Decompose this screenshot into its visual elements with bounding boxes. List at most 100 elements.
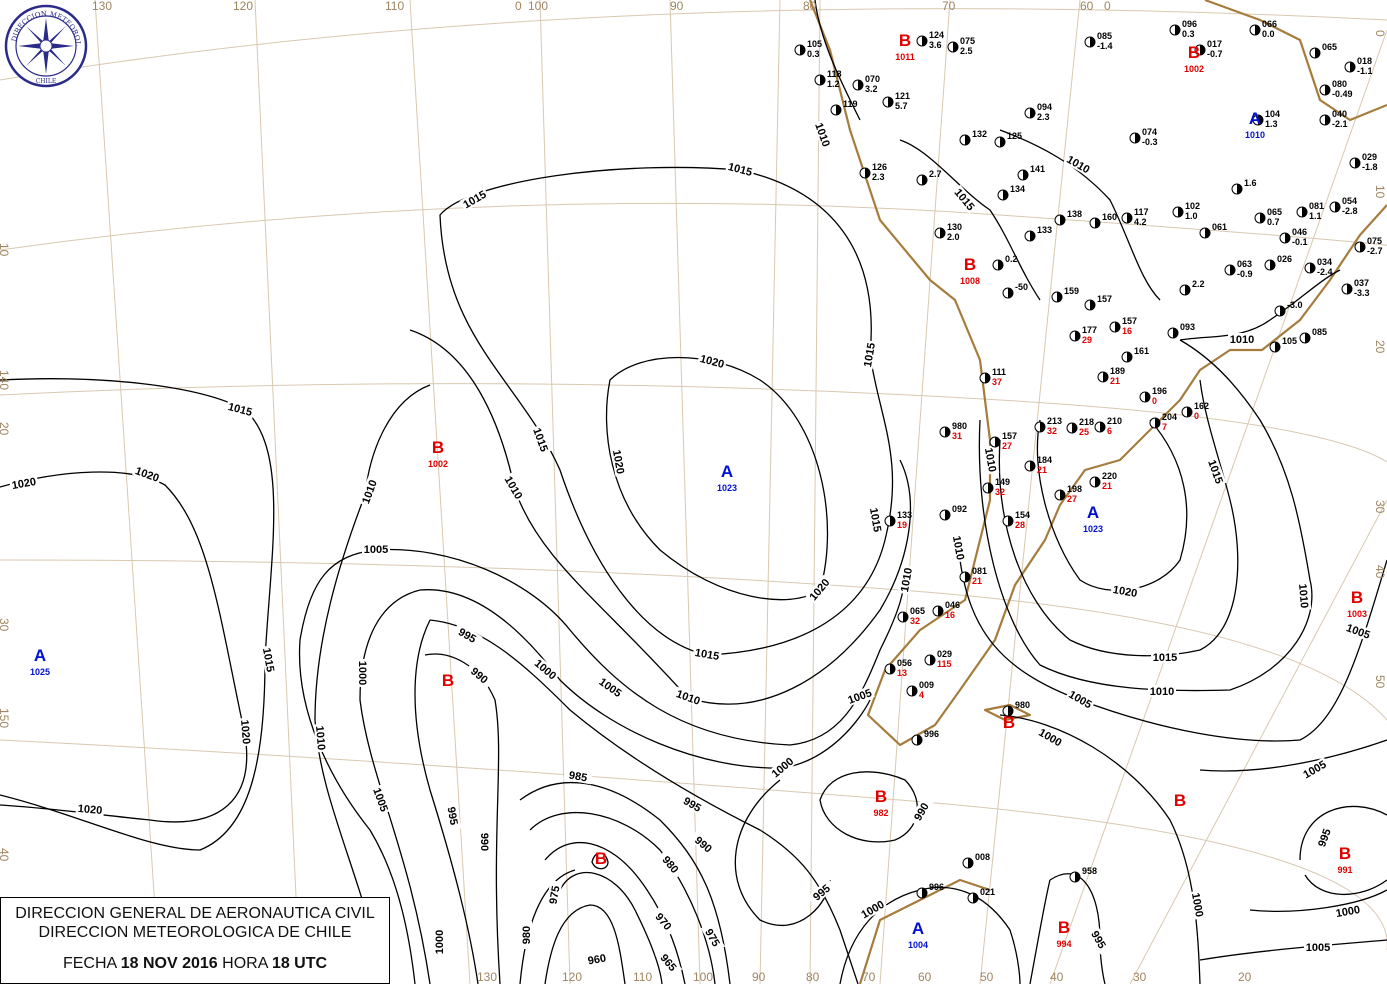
isobar-label: 1010 — [313, 725, 327, 750]
grid-label-right: 50 — [1373, 675, 1387, 689]
station-tendency: 16 — [1122, 326, 1132, 336]
center-pressure-value: 1002 — [1184, 64, 1204, 74]
isobar-label-bg — [610, 446, 628, 477]
station-plot: 133 — [1024, 225, 1052, 242]
station-tendency: 28 — [1015, 520, 1025, 530]
station-pressure: 149 — [995, 477, 1010, 487]
station-tendency: -0.1 — [1292, 237, 1308, 247]
cloud-cover-fill — [1090, 37, 1095, 47]
isobar-label-bg — [697, 351, 728, 371]
isobar-label-bg — [1148, 685, 1176, 697]
station-tendency: -1.4 — [1097, 41, 1113, 51]
cloud-cover-fill — [1103, 372, 1108, 382]
station-tendency: 21 — [972, 576, 982, 586]
station-pressure: 133 — [1037, 225, 1052, 235]
low-pressure-center: B — [595, 849, 607, 868]
cloud-cover-fill — [1255, 25, 1260, 35]
cloud-cover-fill — [820, 75, 825, 85]
station-plot: 017-0.7 — [1194, 39, 1223, 59]
station-tendency: 5.7 — [895, 101, 908, 111]
high-pressure-center: A — [721, 462, 733, 481]
isobar-label-bg — [1304, 941, 1332, 953]
station-plot: 074-0.3 — [1129, 127, 1158, 147]
station-pressure: 046 — [1292, 227, 1307, 237]
center-pressure-value: 1011 — [895, 52, 915, 62]
grid-label-top: 130 — [92, 0, 112, 13]
isobar-label: 1010 — [950, 535, 966, 561]
center-pressure-value: 991 — [1337, 865, 1352, 875]
station-pressure: 189 — [1110, 366, 1125, 376]
grid-label-bottom: 30 — [1133, 970, 1147, 984]
isobar-label-bg — [700, 922, 726, 953]
station-plot: -50 — [1002, 282, 1028, 299]
station-tendency: -0.49 — [1332, 89, 1353, 99]
grid-label-left: 150 — [0, 708, 11, 728]
cloud-cover-fill — [922, 175, 927, 185]
station-pressure: 126 — [872, 162, 887, 172]
cloud-cover-fill — [888, 97, 893, 107]
cloud-cover-fill — [1360, 242, 1365, 252]
station-tendency: 21 — [1102, 481, 1112, 491]
isobar-label-bg — [677, 791, 708, 817]
cloud-cover-fill — [1145, 392, 1150, 402]
cloud-cover-fill — [1030, 231, 1035, 241]
station-plot: 1.6 — [1231, 178, 1257, 195]
isobar-label-bg — [725, 159, 756, 179]
station-tendency: 115 — [937, 659, 952, 669]
station-pressure: 104 — [1265, 109, 1280, 119]
cloud-cover-fill — [890, 516, 895, 526]
isobar-label-bg — [951, 184, 979, 214]
station-tendency: 2.3 — [872, 172, 885, 182]
station-plot: 061 — [1199, 222, 1227, 239]
isobar-label-bg — [1313, 822, 1335, 853]
station-plot: 134 — [997, 184, 1025, 201]
station-plot: 063-0.9 — [1224, 259, 1253, 279]
grid-label-left: 20 — [0, 422, 11, 436]
grid-label-left: 140 — [0, 370, 11, 390]
station-plot: 958 — [1069, 866, 1097, 883]
isobar-label: 1005 — [1066, 689, 1093, 712]
date-label: FECHA — [62, 955, 117, 972]
station-pressure: 094 — [1037, 102, 1052, 112]
station-plot: 021 — [967, 887, 995, 904]
station-pressure: 085 — [1097, 31, 1112, 41]
station-plot: 105 — [1269, 336, 1297, 353]
cloud-cover-fill — [965, 572, 970, 582]
isobar-label: 1010 — [812, 121, 832, 148]
station-pressure: 154 — [1015, 510, 1030, 520]
cloud-cover-fill — [1237, 184, 1242, 194]
grid-label-bottom: 100 — [693, 970, 713, 984]
low-pressure-center: B — [899, 31, 911, 50]
station-pressure: 096 — [1182, 19, 1197, 29]
station-pressure: 093 — [1180, 322, 1195, 332]
center-pressure-value: 994 — [1056, 939, 1071, 949]
cloud-cover-fill — [1090, 300, 1095, 310]
grid-label-top: 0 — [515, 0, 522, 13]
cloud-cover-fill — [1187, 407, 1192, 417]
isobar-label-bg — [433, 928, 445, 956]
station-tendency: -2.8 — [1342, 206, 1358, 216]
cloud-cover-fill — [1003, 190, 1008, 200]
station-pressure: 061 — [1212, 222, 1227, 232]
isobar-label: 1020 — [133, 465, 160, 485]
station-tendency: -0.7 — [1207, 49, 1223, 59]
isobar-label-bg — [806, 878, 836, 906]
station-tendency: 31 — [952, 431, 962, 441]
cloud-cover-fill — [922, 888, 927, 898]
station-tendency: 0.7 — [1267, 217, 1280, 227]
station-pressure: 2.7 — [929, 169, 942, 179]
station-pressure: 029 — [1362, 152, 1377, 162]
cloud-cover-fill — [1173, 328, 1178, 338]
isobar-label: 1010 — [1150, 686, 1174, 698]
grid-label-bottom: 70 — [862, 970, 876, 984]
station-pressure: 2.2 — [1192, 279, 1205, 289]
station-tendency: 13 — [897, 668, 907, 678]
isobar-label-bg — [1189, 889, 1207, 920]
isobar-label: 995 — [1316, 827, 1334, 848]
grid-label-top: 100 — [528, 0, 548, 13]
cloud-cover-fill — [1325, 85, 1330, 95]
